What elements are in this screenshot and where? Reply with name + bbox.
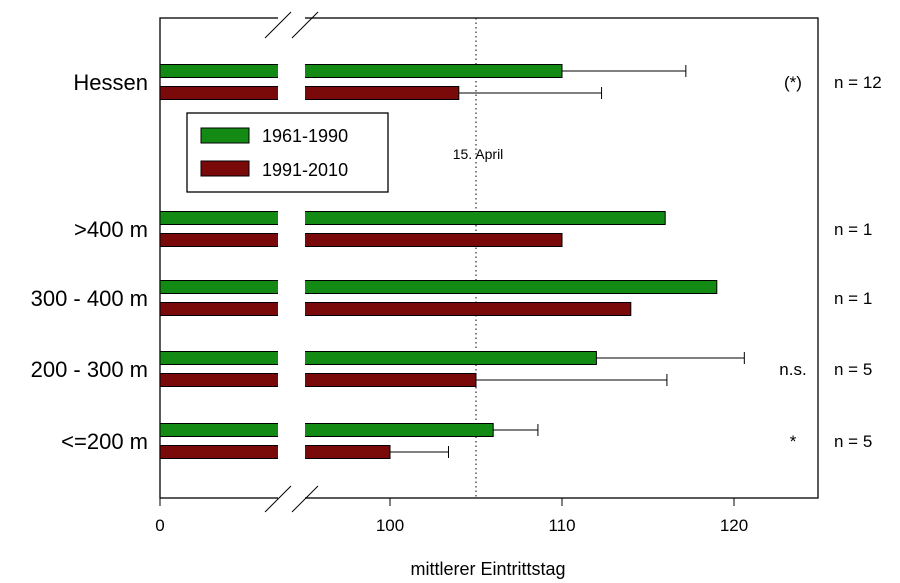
x-axis-label: mittlerer Eintrittstag bbox=[410, 559, 565, 579]
n-label-4: n = 5 bbox=[834, 432, 872, 451]
n-label-2: n = 1 bbox=[834, 289, 872, 308]
x-tick-label-3: 120 bbox=[720, 516, 748, 535]
bar-1991-2010-0 bbox=[159, 86, 460, 100]
significance-label-0: (*) bbox=[784, 73, 802, 92]
category-label-1: >400 m bbox=[74, 217, 148, 242]
significance-label-4: * bbox=[790, 432, 797, 451]
bar-1961-1990-4 bbox=[159, 423, 494, 437]
bar-1961-1990-0 bbox=[159, 64, 563, 78]
category-label-3: 200 - 300 m bbox=[31, 357, 148, 382]
bar-1961-1990-2 bbox=[159, 280, 718, 294]
axis-break-slash-top-right bbox=[291, 11, 319, 39]
axis-break-slash-top-left bbox=[264, 11, 292, 39]
x-tick-label-1: 100 bbox=[376, 516, 404, 535]
axis-break-slash-bottom-right bbox=[291, 485, 319, 513]
x-tick-label-2: 110 bbox=[548, 516, 575, 535]
plot-frame bbox=[159, 17, 819, 499]
n-label-1: n = 1 bbox=[834, 220, 872, 239]
category-label-0: Hessen bbox=[73, 70, 148, 95]
bar-1991-2010-1 bbox=[159, 233, 563, 247]
axis-break-slash-bottom-left bbox=[264, 485, 292, 513]
category-label-4: <=200 m bbox=[61, 429, 148, 454]
legend-label-1961-1990: 1961-1990 bbox=[262, 126, 348, 146]
significance-label-3: n.s. bbox=[779, 360, 806, 379]
bar-1961-1990-1 bbox=[159, 211, 666, 225]
legend-swatch-1961-1990 bbox=[200, 127, 250, 144]
axis-break-gap bbox=[278, 17, 305, 499]
legend-swatch-1991-2010 bbox=[200, 160, 250, 177]
n-label-3: n = 5 bbox=[834, 360, 872, 379]
reference-line-label: 15. April bbox=[453, 146, 504, 162]
category-label-2: 300 - 400 m bbox=[31, 286, 148, 311]
plot-area: Hessen (*) n = 12 >400 m n = 1 300 - 400 m n =… bbox=[31, 11, 882, 535]
legend-label-1991-2010: 1991-2010 bbox=[262, 160, 348, 180]
legend: 1961-1990 1991-2010 bbox=[186, 112, 389, 193]
bar-1991-2010-3 bbox=[159, 373, 477, 387]
x-tick-label-0: 0 bbox=[155, 516, 164, 535]
bar-1991-2010-2 bbox=[159, 302, 632, 316]
legend-box bbox=[186, 112, 389, 193]
bar-1991-2010-4 bbox=[159, 445, 391, 459]
bar-1961-1990-3 bbox=[159, 351, 597, 365]
n-label-0: n = 12 bbox=[834, 73, 882, 92]
